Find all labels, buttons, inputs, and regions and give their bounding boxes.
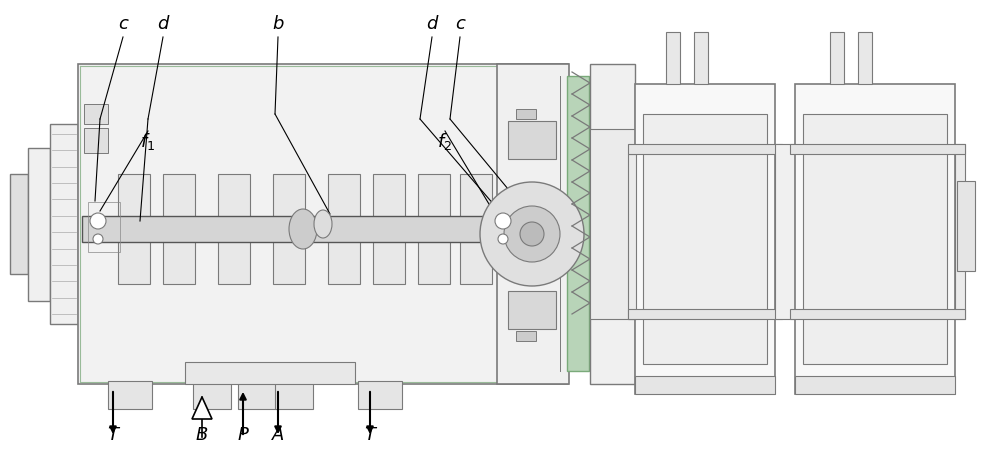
Bar (508, 291, 556, 329)
Text: b: b (272, 15, 284, 33)
Bar (78, 64, 568, 384)
Bar (567, 76, 589, 371)
Bar (955, 144, 965, 319)
Bar (218, 174, 250, 284)
Bar (493, 202, 525, 252)
Bar (88, 202, 120, 252)
Ellipse shape (314, 210, 332, 238)
Bar (460, 174, 492, 284)
Bar (858, 32, 872, 84)
Bar (694, 32, 708, 84)
Circle shape (520, 222, 544, 246)
Ellipse shape (289, 209, 317, 249)
Text: c: c (118, 15, 128, 33)
Text: d: d (426, 15, 438, 33)
Bar (358, 381, 402, 409)
Bar (108, 381, 152, 409)
Text: c: c (455, 15, 465, 33)
Bar (328, 174, 360, 284)
Bar (795, 84, 955, 394)
Bar (418, 174, 450, 284)
Bar (84, 104, 108, 124)
Bar (830, 32, 844, 84)
Circle shape (495, 213, 511, 229)
Text: $f_1$: $f_1$ (140, 131, 156, 151)
Bar (666, 32, 680, 84)
Bar (118, 174, 150, 284)
Circle shape (498, 234, 508, 244)
Text: $f_2$: $f_2$ (437, 131, 453, 151)
Text: A: A (272, 426, 284, 444)
Bar (193, 381, 231, 409)
Bar (163, 174, 195, 284)
Text: P: P (238, 426, 248, 444)
Bar (795, 376, 955, 394)
Circle shape (480, 182, 584, 286)
Bar (957, 181, 975, 271)
Bar (635, 376, 775, 394)
Bar (28, 148, 50, 301)
Bar (590, 129, 635, 319)
Bar (635, 84, 775, 394)
Bar (238, 381, 276, 409)
Bar (628, 309, 782, 319)
Bar (628, 144, 782, 154)
Circle shape (504, 206, 560, 262)
Bar (790, 309, 965, 319)
Bar (790, 144, 965, 154)
Bar (508, 121, 556, 159)
Bar (628, 154, 636, 319)
Circle shape (93, 234, 103, 244)
Bar (82, 216, 497, 242)
Bar (516, 109, 536, 119)
Text: T: T (108, 426, 119, 444)
Bar (50, 124, 78, 324)
Bar (803, 114, 947, 364)
Bar (775, 144, 795, 319)
Bar (643, 114, 767, 364)
Bar (497, 64, 569, 384)
Bar (273, 174, 305, 284)
Bar (516, 331, 536, 341)
Bar (373, 174, 405, 284)
Circle shape (90, 213, 106, 229)
Text: T: T (364, 426, 376, 444)
Text: B: B (196, 426, 208, 444)
Bar (84, 128, 108, 153)
Bar (275, 381, 313, 409)
Bar (185, 362, 355, 384)
Polygon shape (192, 397, 212, 419)
Bar (10, 174, 28, 274)
Text: d: d (157, 15, 169, 33)
Bar (590, 64, 635, 384)
